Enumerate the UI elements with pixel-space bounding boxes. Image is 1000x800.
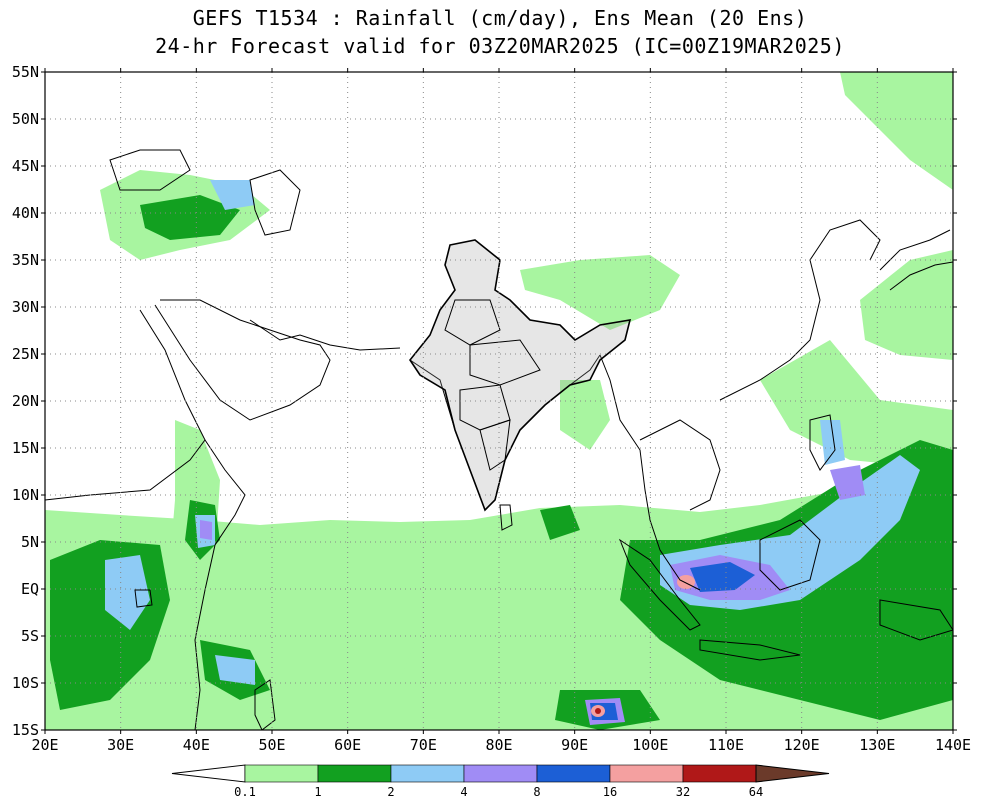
colorbar-level-label: 64: [749, 785, 763, 799]
lat-tick-label: 40N: [12, 204, 39, 222]
colorbar-level-label: 8: [533, 785, 540, 799]
lat-tick-label: 10N: [12, 486, 39, 504]
lat-tick-label: 5S: [21, 627, 39, 645]
lat-tick-label: 25N: [12, 345, 39, 363]
lat-tick-label: 35N: [12, 251, 39, 269]
lon-tick-label: 70E: [410, 736, 437, 754]
lat-tick-label: 55N: [12, 63, 39, 81]
lon-tick-label: 140E: [935, 736, 971, 754]
colorbar-level-label: 0.1: [234, 785, 256, 799]
lat-tick-label: 30N: [12, 298, 39, 316]
lon-tick-label: 60E: [334, 736, 361, 754]
colorbar-level-label: 16: [603, 785, 617, 799]
lat-tick-label: 50N: [12, 110, 39, 128]
colorbar-level-label: 2: [387, 785, 394, 799]
lat-tick-label: 5N: [21, 533, 39, 551]
lat-tick-label: 45N: [12, 157, 39, 175]
lat-tick-label: 10S: [12, 674, 39, 692]
colorbar-segment: [390, 764, 465, 783]
colorbar-segment: [244, 764, 319, 783]
colorbar-segment: [317, 764, 392, 783]
lon-tick-label: 90E: [561, 736, 588, 754]
map-subtitle: 24-hr Forecast valid for 03Z20MAR2025 (I…: [155, 34, 845, 58]
lon-tick-label: 20E: [31, 736, 58, 754]
lon-tick-label: 40E: [183, 736, 210, 754]
lat-tick-label: 15N: [12, 439, 39, 457]
lon-tick-label: 120E: [784, 736, 820, 754]
lon-tick-label: 80E: [485, 736, 512, 754]
colorbar-segment: [536, 764, 611, 783]
map-title: GEFS T1534 : Rainfall (cm/day), Ens Mean…: [192, 6, 808, 30]
lon-tick-label: 110E: [708, 736, 744, 754]
latitude-axis: 55N 50N 45N 40N 35N 30N 25N 20N 15N 10N 5N EQ 5S 10S 1…: [12, 63, 957, 739]
lon-tick-label: 30E: [107, 736, 134, 754]
longitude-axis: 20E 30E 40E 50E 60E 70E 80E 90E 100E 110E 120E 130E…: [31, 68, 971, 754]
lon-tick-label: 50E: [258, 736, 285, 754]
colorbar-level-label: 1: [314, 785, 321, 799]
colorbar-segment: [682, 764, 757, 783]
rain-field-peak: [595, 708, 601, 714]
lat-tick-label: 15S: [12, 721, 39, 739]
lat-tick-label: 20N: [12, 392, 39, 410]
colorbar-level-label: 4: [460, 785, 467, 799]
colorbar-segment: [463, 764, 538, 783]
colorbar: 0.1 1 2 4 8 16 32 64: [171, 764, 830, 799]
colorbar-upper-triangle: [755, 764, 830, 783]
lat-tick-label: EQ: [21, 580, 39, 598]
lon-tick-label: 130E: [859, 736, 895, 754]
colorbar-level-label: 32: [676, 785, 690, 799]
colorbar-lower-triangle: [171, 764, 246, 783]
colorbar-segment: [609, 764, 684, 783]
lon-tick-label: 100E: [632, 736, 668, 754]
